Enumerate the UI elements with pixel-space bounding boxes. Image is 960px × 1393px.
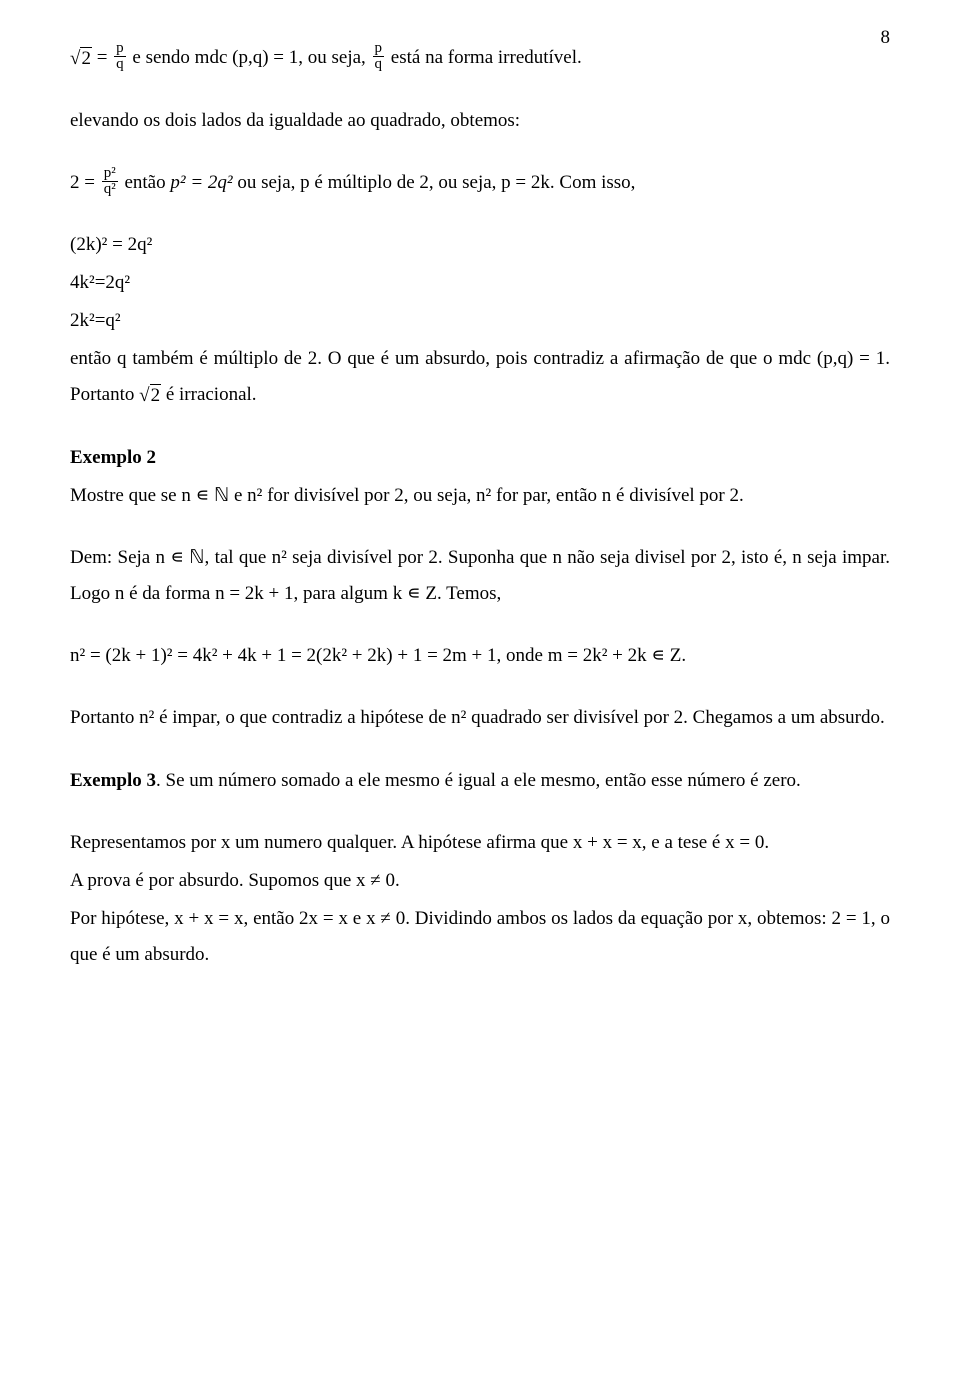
sqrt2-symbol: 2 [70, 41, 92, 77]
frac-p-over-q: pq [114, 41, 126, 72]
eqn-2k2-2q2: (2k)² = 2q² [70, 227, 890, 263]
txt: ℕ e n² for divisível por 2, ou seja, n² … [209, 485, 744, 506]
para-2eq: 2 = p²q² então p² = 2q² ou seja, p é múl… [70, 165, 890, 201]
eqn-2k2-q2: 2k²=q² [70, 303, 890, 339]
frac-p-over-q: pq [373, 41, 385, 72]
in-symbol: ∊ [170, 547, 184, 568]
para-exemplo-3: Exemplo 3. Se um número somado a ele mes… [70, 763, 890, 799]
para-mostre: Mostre que se n ∊ ℕ e n² for divisível p… [70, 478, 890, 514]
para-absurdo: então q também é múltiplo de 2. O que é … [70, 341, 890, 414]
txt: n² = (2k + 1)² = 4k² + 4k + 1 = 2(2k² + … [70, 645, 651, 666]
sqrt2-symbol: 2 [139, 378, 161, 414]
txt: Mostre que se n [70, 485, 196, 506]
txt: e sendo mdc (p,q) = 1, ou seja, [128, 47, 371, 68]
heading-exemplo-2: Exemplo 2 [70, 447, 156, 468]
para-elevando: elevando os dois lados da igualdade ao q… [70, 103, 890, 139]
heading-exemplo-3: Exemplo 3 [70, 770, 156, 791]
para-represent-3: Por hipótese, x + x = x, então 2x = x e … [70, 901, 890, 973]
eqn-n2-expand: n² = (2k + 1)² = 4k² + 4k + 1 = 2(2k² + … [70, 638, 890, 674]
in-symbol: ∊ [407, 583, 421, 604]
in-symbol: ∊ [196, 485, 210, 506]
txt: está na forma irredutível. [386, 47, 582, 68]
para-represent-2: A prova é por absurdo. Supomos que x ≠ 0… [70, 863, 890, 899]
txt: Dem: Seja n [70, 547, 170, 568]
txt: ou seja, p é múltiplo de 2, ou seja, p =… [233, 172, 636, 193]
txt: é irracional. [161, 384, 256, 405]
txt: 2 = [70, 172, 100, 193]
para-portanto-impar: Portanto n² é impar, o que contradiz a h… [70, 700, 890, 736]
eqn-p2-2q2: p² = 2q² [170, 172, 232, 193]
in-symbol: ∊ [651, 645, 665, 666]
txt: Z. [665, 645, 686, 666]
para-dem: Dem: Seja n ∊ ℕ, tal que n² seja divisív… [70, 540, 890, 612]
txt: = [92, 47, 112, 68]
frac-p2-over-q2: p²q² [102, 166, 118, 197]
txt: então [120, 172, 171, 193]
eqn-4k2-2q2: 4k²=2q² [70, 265, 890, 301]
txt: . Se um número somado a ele mesmo é igua… [156, 770, 801, 791]
para-represent-1: Representamos por x um numero qualquer. … [70, 825, 890, 861]
para-sqrt2-pq: 2 = pq e sendo mdc (p,q) = 1, ou seja, p… [70, 40, 890, 77]
page-number: 8 [881, 20, 891, 56]
txt: Z. Temos, [421, 583, 502, 604]
